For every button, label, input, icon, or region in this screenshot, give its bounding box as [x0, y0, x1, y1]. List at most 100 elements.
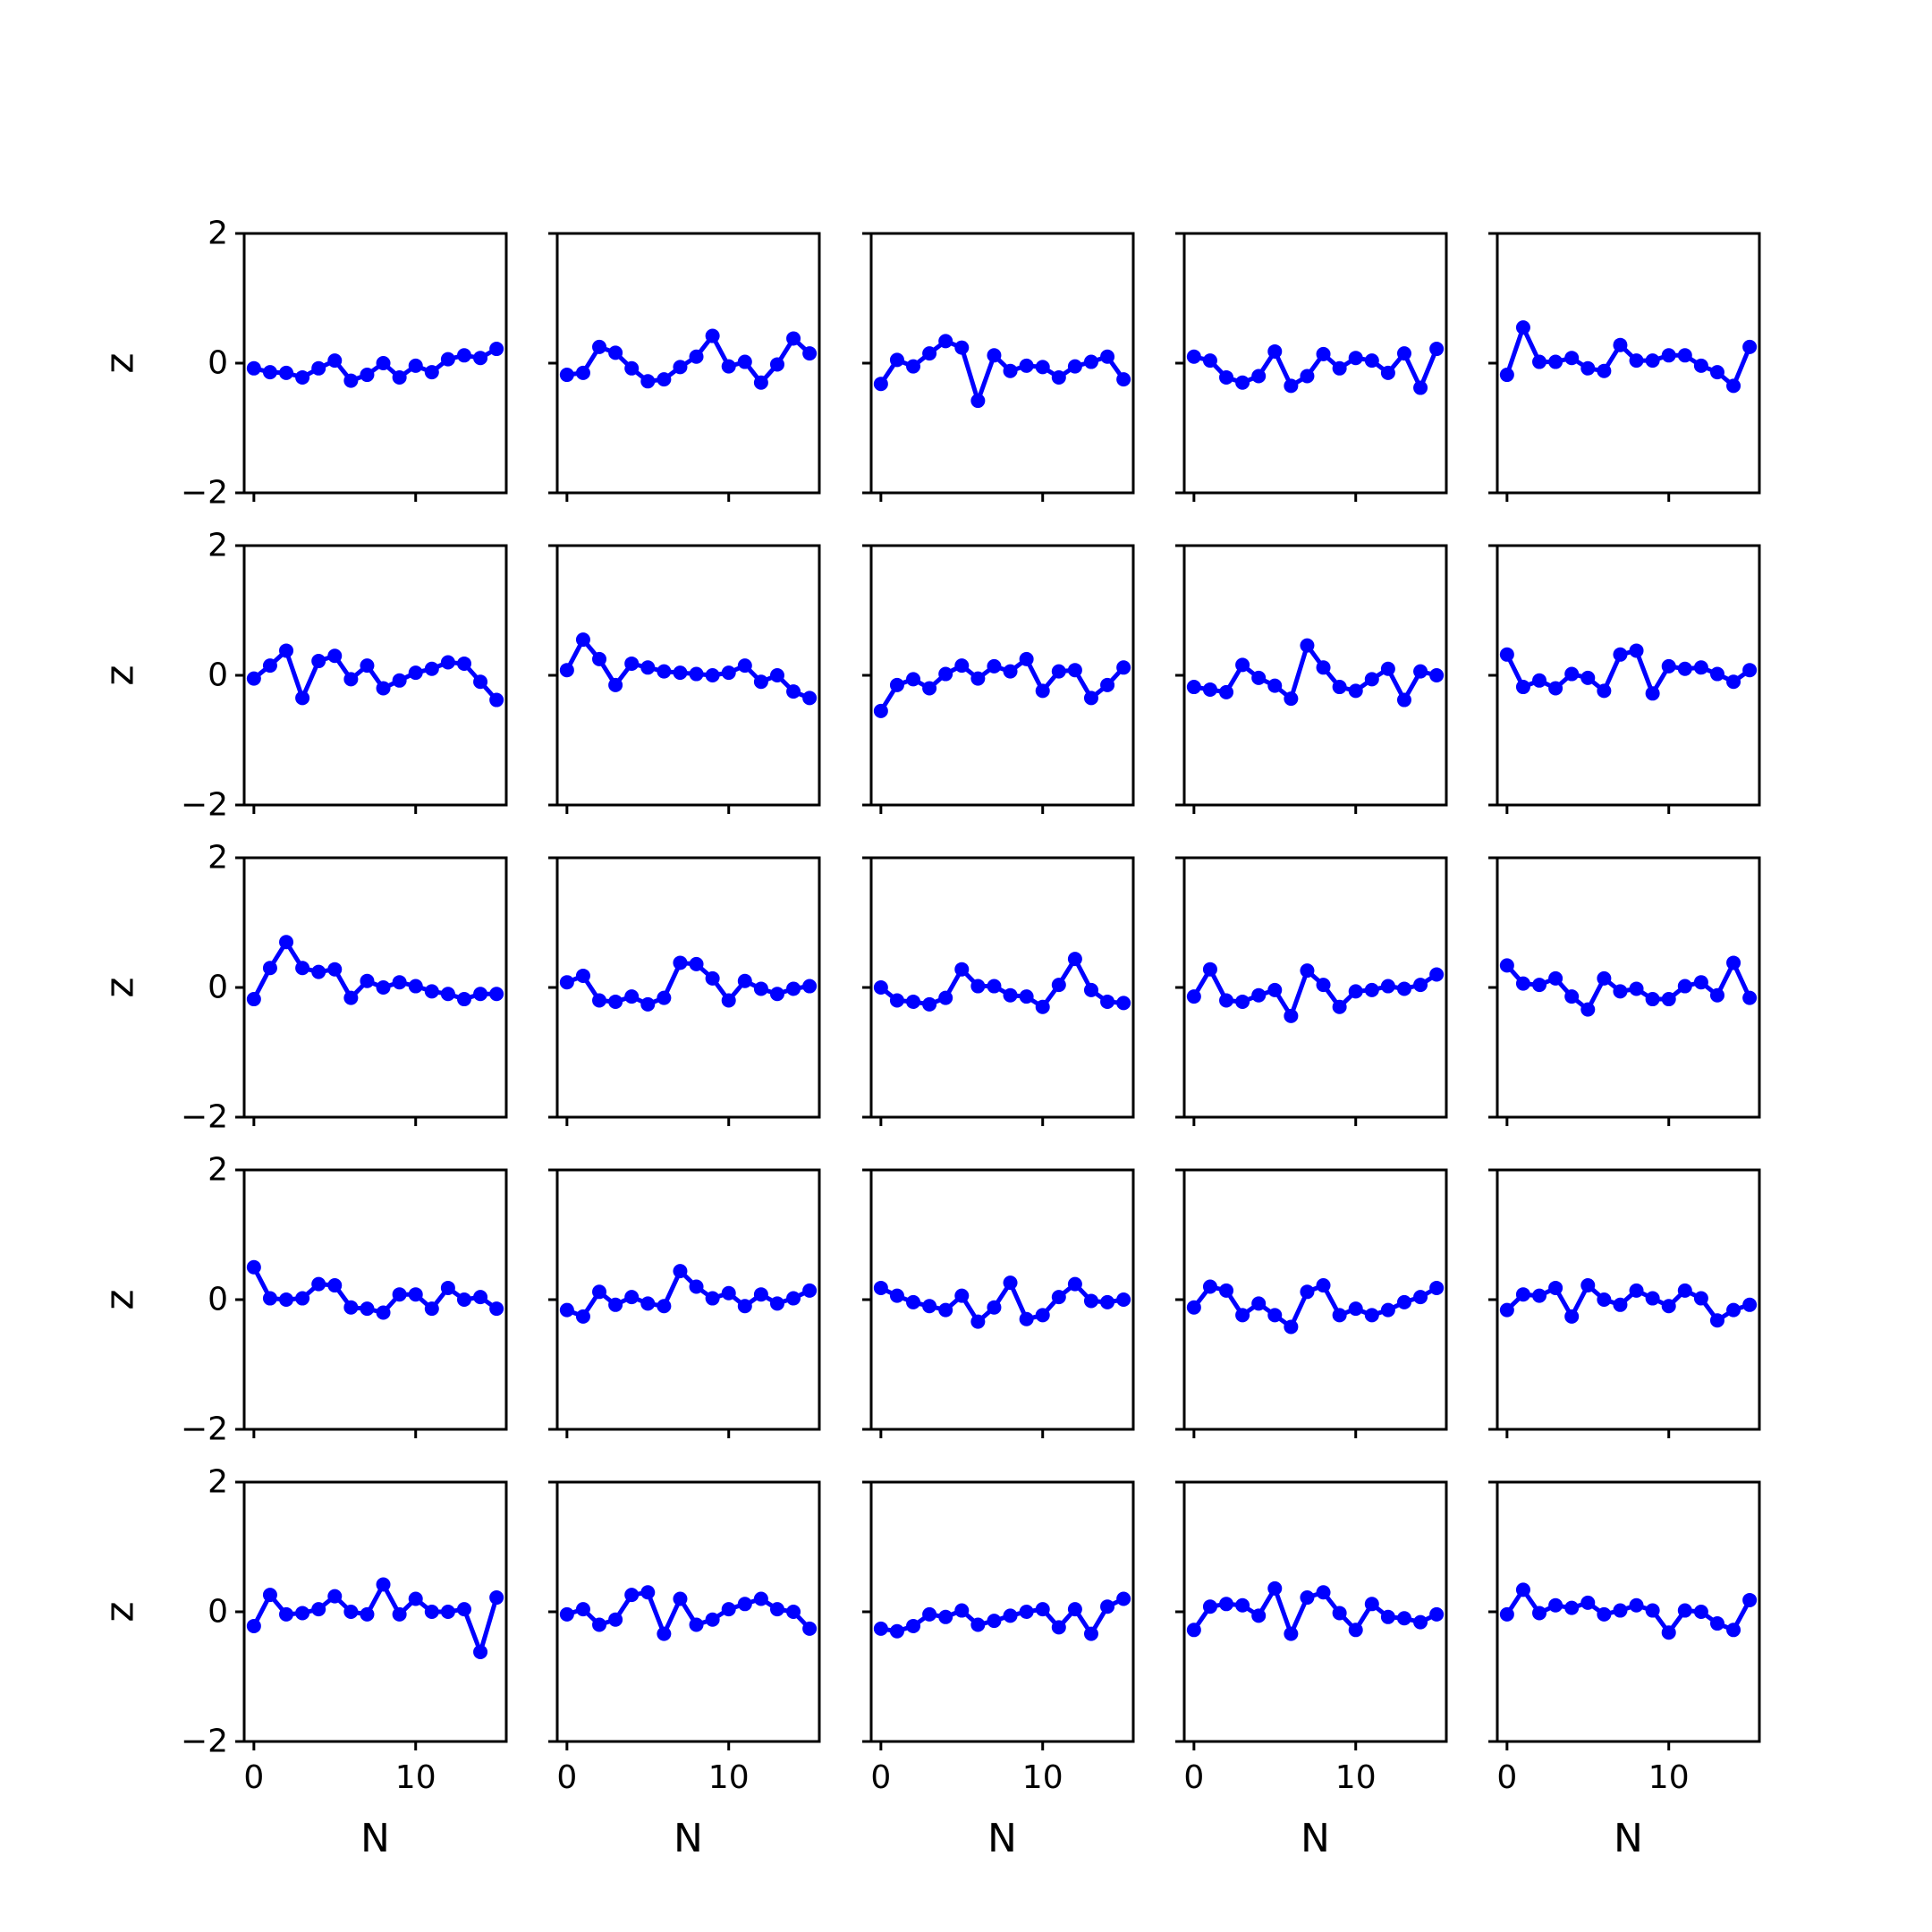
data-point — [1300, 1284, 1315, 1300]
data-point — [1429, 1280, 1445, 1295]
data-point — [424, 661, 439, 676]
data-point — [970, 671, 986, 686]
series-line — [1504, 325, 1752, 388]
data-point — [1067, 952, 1082, 967]
data-point — [1348, 351, 1363, 366]
data-point — [559, 1606, 574, 1622]
data-point — [311, 1602, 326, 1617]
data-point — [1629, 353, 1644, 369]
data-point — [640, 996, 656, 1012]
data-point — [1629, 643, 1644, 658]
data-point — [1267, 982, 1283, 997]
data-point — [392, 1606, 407, 1622]
data-point — [1629, 981, 1644, 996]
data-point — [1332, 680, 1347, 695]
data-point — [889, 993, 904, 1008]
data-point — [392, 1287, 407, 1302]
data-point — [1597, 1606, 1612, 1622]
data-point — [1284, 1626, 1299, 1641]
data-point — [1661, 658, 1676, 674]
data-point — [737, 973, 752, 988]
data-point — [1629, 1597, 1644, 1613]
data-point — [987, 1614, 1002, 1629]
data-point — [424, 984, 439, 999]
data-point — [1677, 661, 1692, 676]
data-point — [1300, 963, 1315, 979]
y-axis-label: z — [97, 1289, 143, 1309]
data-point — [559, 368, 574, 383]
data-point — [246, 671, 261, 686]
data-point — [1348, 984, 1363, 999]
data-point — [1499, 1606, 1514, 1622]
subplot-r4c1: −2 0 2 z — [97, 1152, 508, 1448]
data-point — [1645, 686, 1660, 701]
data-point — [456, 1602, 471, 1617]
data-point — [1380, 979, 1395, 994]
x-tick-label: 10 — [708, 1759, 750, 1796]
data-point — [592, 339, 607, 354]
data-point — [954, 1288, 970, 1303]
data-point — [889, 1288, 904, 1303]
data-point — [954, 340, 970, 355]
data-point — [1645, 353, 1660, 369]
data-point — [1413, 1614, 1428, 1630]
data-point — [1219, 684, 1234, 699]
data-point — [689, 666, 704, 682]
data-point — [987, 348, 1002, 363]
data-point — [1645, 992, 1660, 1007]
data-point — [673, 1591, 688, 1606]
series-line — [1191, 643, 1439, 702]
data-point — [1100, 1294, 1115, 1309]
x-axis-label: N — [1301, 1816, 1330, 1861]
data-point — [343, 1605, 359, 1619]
data-point — [1019, 651, 1034, 666]
series-line — [251, 648, 499, 702]
data-point — [689, 1279, 704, 1294]
data-point — [640, 660, 656, 675]
data-point — [1564, 351, 1580, 366]
data-point — [1726, 674, 1741, 690]
data-point — [1267, 1308, 1283, 1323]
data-point — [673, 665, 688, 681]
data-point — [1515, 1287, 1530, 1302]
data-point — [424, 1605, 439, 1619]
data-point — [1661, 1299, 1676, 1314]
data-point — [1035, 683, 1050, 699]
data-point — [1332, 1308, 1347, 1323]
data-point — [1251, 987, 1267, 1003]
data-point — [1186, 1623, 1201, 1638]
data-point — [1003, 1275, 1018, 1291]
data-point — [1067, 663, 1082, 678]
data-point — [640, 1585, 656, 1600]
data-point — [802, 346, 818, 361]
data-point — [1413, 380, 1428, 395]
data-point — [1613, 1297, 1628, 1312]
data-point — [1083, 354, 1098, 369]
data-point — [246, 360, 261, 376]
data-point — [1726, 378, 1741, 394]
data-point — [1235, 375, 1250, 390]
x-axis-label: N — [674, 1816, 703, 1861]
data-point — [1515, 1582, 1530, 1597]
data-point — [1597, 683, 1612, 699]
data-point — [769, 987, 784, 1002]
data-point — [440, 1280, 455, 1295]
data-point — [922, 681, 937, 696]
data-point — [1332, 999, 1347, 1014]
data-point — [802, 979, 818, 994]
series-line — [564, 961, 812, 1007]
data-point — [1709, 1313, 1724, 1328]
data-point — [262, 365, 277, 380]
data-point — [1348, 1623, 1363, 1638]
data-point — [1003, 664, 1018, 679]
data-point — [737, 1597, 752, 1612]
data-point — [1564, 666, 1580, 682]
data-point — [954, 658, 970, 674]
x-tick-label: 0 — [243, 1759, 264, 1796]
series-line — [251, 1265, 499, 1315]
data-point — [1742, 990, 1758, 1005]
data-point — [608, 345, 623, 360]
data-point — [1499, 368, 1514, 383]
data-point — [489, 987, 504, 1002]
data-point — [1548, 1597, 1563, 1613]
